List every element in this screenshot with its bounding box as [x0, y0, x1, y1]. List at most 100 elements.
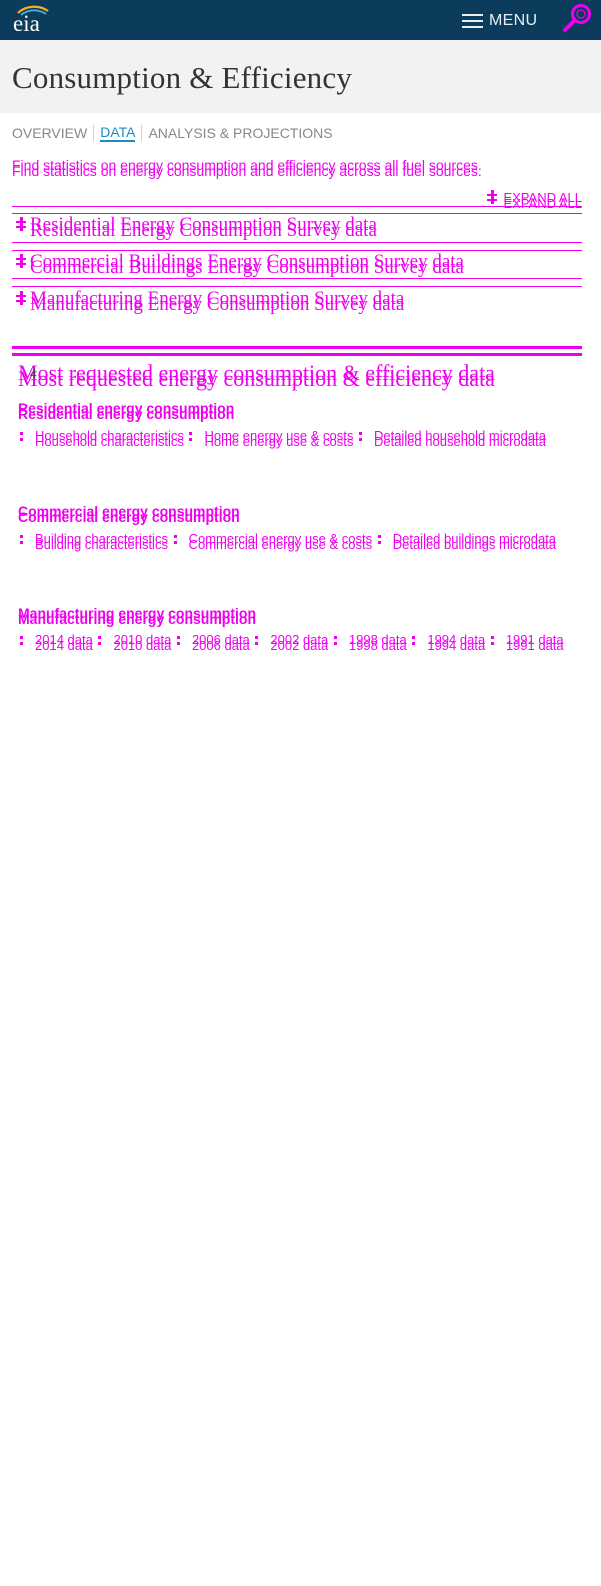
tab-data[interactable]: DATA — [100, 124, 136, 142]
accordion-label: Commercial Buildings Energy Consumption … — [30, 251, 464, 278]
link-text: Detailed buildings microdata — [392, 531, 557, 546]
divider — [12, 286, 582, 287]
manufacturing-links: 2014 data 2014 data 2010 data 2010 data 20… — [18, 632, 564, 654]
link-ghost: 1994 data — [427, 638, 486, 653]
group-heading-ghost: Residential energy consumption — [18, 406, 235, 422]
section-rule — [12, 346, 582, 349]
section-marker: 4 — [30, 367, 37, 381]
most-requested-ghost: Most requested energy consumption & effi… — [18, 366, 495, 391]
list-item[interactable]: 2010 data 2010 data — [96, 632, 171, 654]
link-ghost: 2014 data — [35, 638, 93, 653]
intro-ghost: Find statistics on energy consumption an… — [12, 163, 482, 179]
expand-all-label: EXPAND ALL EXPAND ALL — [503, 190, 582, 211]
link-ghost: Commercial energy use & costs — [188, 537, 373, 552]
divider — [12, 250, 582, 251]
link-text: 1994 data — [427, 632, 486, 647]
plus-icon — [16, 291, 26, 305]
accordion-cbecs[interactable]: Commercial Buildings Energy Consumption … — [16, 251, 464, 278]
accordion-label: Manufacturing Energy Consumption Survey … — [30, 288, 405, 315]
menu-label: MENU — [489, 12, 538, 29]
list-item[interactable]: 1991 data 1991 data — [489, 632, 564, 654]
list-item[interactable]: 1994 data 1994 data — [410, 632, 485, 654]
divider — [12, 278, 582, 279]
list-item[interactable]: Home energy use & costs Home energy use &… — [187, 428, 353, 450]
list-item[interactable]: Household characteristics Household chara… — [18, 428, 184, 450]
logo-text: eia — [13, 11, 40, 36]
page-title: Consumption & Efficiency — [12, 60, 353, 95]
link-text: 2002 data — [270, 632, 329, 647]
most-requested-title: Most requested energy consumption & effi… — [18, 360, 495, 391]
accordion-ghost: Residential Energy Consumption Survey da… — [30, 220, 377, 241]
link-ghost: 2002 data — [270, 638, 329, 653]
list-item[interactable]: Detailed household microdata Detailed hou… — [357, 428, 546, 450]
sub-navigation: OVERVIEW DATA ANALYSIS & PROJECTIONS — [12, 124, 333, 142]
expand-all-ghost: EXPAND ALL — [503, 196, 582, 211]
link-ghost: Home energy use & costs — [204, 434, 354, 449]
accordion-text: Commercial Buildings Energy Consumption … — [30, 251, 464, 272]
link-ghost: 2006 data — [191, 638, 250, 653]
accordion-text: Manufacturing Energy Consumption Survey … — [30, 288, 405, 309]
link-text: Household characteristics — [35, 428, 184, 443]
link-ghost: Detailed buildings microdata — [392, 537, 557, 552]
list-item[interactable]: Building characteristics Building charact… — [18, 531, 168, 553]
group-heading-commercial: Commercial energy consumption Commercial… — [18, 503, 240, 525]
group-heading-text: Residential energy consumption — [18, 400, 235, 416]
link-ghost: Building characteristics — [35, 537, 168, 552]
link-text: 1991 data — [505, 632, 564, 647]
list-item[interactable]: Detailed buildings microdata Detailed bui… — [376, 531, 556, 553]
divider — [12, 213, 582, 214]
accordion-ghost: Commercial Buildings Energy Consumption … — [30, 257, 464, 278]
list-item[interactable]: 2014 data 2014 data — [18, 632, 93, 654]
nav-divider — [141, 125, 143, 141]
hamburger-icon — [462, 13, 483, 29]
divider — [12, 206, 582, 207]
link-text: 2010 data — [113, 632, 172, 647]
link-ghost: Household characteristics — [35, 434, 184, 449]
title-banner: Consumption & Efficiency — [0, 40, 601, 113]
most-requested-text: Most requested energy consumption & effi… — [18, 360, 495, 385]
link-text: Building characteristics — [35, 531, 168, 546]
accordion-text: Residential Energy Consumption Survey da… — [30, 214, 377, 235]
accordion-ghost: Manufacturing Energy Consumption Survey … — [30, 294, 405, 315]
list-item[interactable]: Commercial energy use & costs Commercial … — [172, 531, 373, 553]
group-heading-text: Commercial energy consumption — [18, 503, 240, 519]
plus-icon — [16, 254, 26, 268]
group-heading-manufacturing: Manufacturing energy consumption Manufac… — [18, 605, 257, 627]
search-icon[interactable] — [560, 1, 596, 37]
intro-line: Find statistics on energy consumption an… — [12, 157, 482, 173]
link-text: Commercial energy use & costs — [188, 531, 373, 546]
link-ghost: Detailed household microdata — [373, 434, 546, 449]
tab-overview[interactable]: OVERVIEW — [12, 125, 88, 141]
top-bar: eia MENU — [0, 0, 601, 40]
link-text: 1998 data — [348, 632, 407, 647]
section-rule — [12, 353, 582, 356]
accordion-mecs[interactable]: Manufacturing Energy Consumption Survey … — [16, 288, 405, 315]
plus-icon — [16, 217, 26, 231]
link-text: Detailed household microdata — [373, 428, 546, 443]
commercial-links: Building characteristics Building charact… — [18, 531, 556, 553]
link-text: Home energy use & costs — [204, 428, 354, 443]
link-ghost: 1991 data — [505, 638, 564, 653]
list-item[interactable]: 2006 data 2006 data — [175, 632, 250, 654]
nav-divider — [93, 125, 95, 141]
eia-logo[interactable]: eia — [12, 4, 52, 36]
group-heading-ghost: Manufacturing energy consumption — [18, 611, 257, 627]
plus-icon — [487, 190, 498, 204]
list-item[interactable]: 2002 data 2002 data — [253, 632, 328, 654]
link-ghost: 1998 data — [348, 638, 407, 653]
accordion-label: Residential Energy Consumption Survey da… — [30, 214, 377, 241]
residential-links: Household characteristics Household chara… — [18, 428, 546, 450]
expand-all-text: EXPAND ALL — [503, 190, 582, 205]
accordion-recs[interactable]: Residential Energy Consumption Survey da… — [16, 214, 377, 241]
expand-all-button[interactable]: EXPAND ALL EXPAND ALL — [487, 190, 582, 211]
divider — [12, 242, 582, 243]
group-heading-text: Manufacturing energy consumption — [18, 605, 257, 621]
menu-button[interactable]: MENU — [462, 10, 537, 32]
group-heading-ghost: Commercial energy consumption — [18, 509, 240, 525]
list-item[interactable]: 1998 data 1998 data — [332, 632, 407, 654]
link-ghost: 2010 data — [113, 638, 172, 653]
tab-analysis-projections[interactable]: ANALYSIS & PROJECTIONS — [148, 125, 333, 141]
group-heading-residential: Residential energy consumption Residenti… — [18, 400, 235, 422]
intro-text: Find statistics on energy consumption an… — [12, 157, 482, 179]
link-text: 2006 data — [191, 632, 250, 647]
